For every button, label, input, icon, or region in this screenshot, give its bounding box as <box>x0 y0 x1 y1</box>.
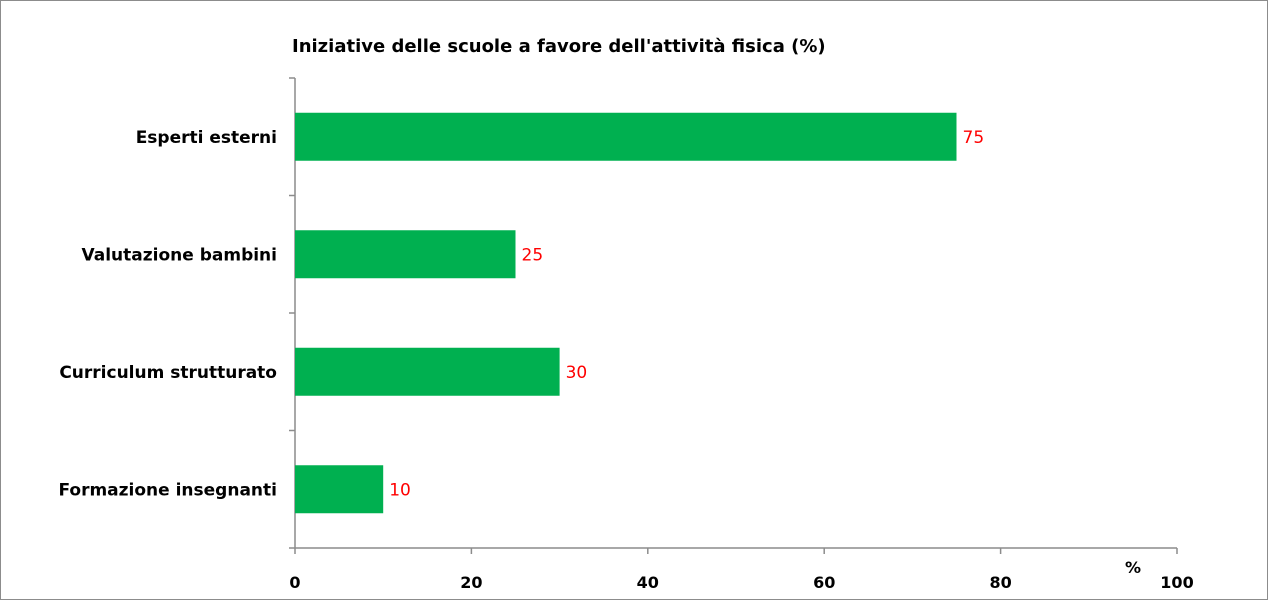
plot-area: 0 20 40 60 80 100 Esperti esterni 75 Valutazione… <box>58 77 1194 592</box>
x-tick-label: 40 <box>637 573 659 592</box>
data-label: 30 <box>566 363 588 383</box>
x-axis-unit-label: % <box>1125 558 1141 577</box>
bar <box>295 112 957 161</box>
x-tick-label: 60 <box>813 573 835 592</box>
x-tick-label: 0 <box>289 573 300 592</box>
data-label: 10 <box>389 480 411 500</box>
bar <box>295 465 384 514</box>
bar <box>295 230 516 279</box>
category-label: Formazione insegnanti <box>58 480 277 500</box>
data-label: 25 <box>522 245 544 265</box>
bar <box>295 347 560 396</box>
category-label: Curriculum strutturato <box>59 363 277 383</box>
x-tick-label: 80 <box>989 573 1011 592</box>
x-tick-label: 100 <box>1160 573 1193 592</box>
category-label: Valutazione bambini <box>82 245 277 265</box>
x-tick-label: 20 <box>460 573 482 592</box>
category-label: Esperti esterni <box>136 128 277 148</box>
chart-title: Iniziative delle scuole a favore dell'at… <box>292 36 826 57</box>
data-label: 75 <box>963 128 985 148</box>
